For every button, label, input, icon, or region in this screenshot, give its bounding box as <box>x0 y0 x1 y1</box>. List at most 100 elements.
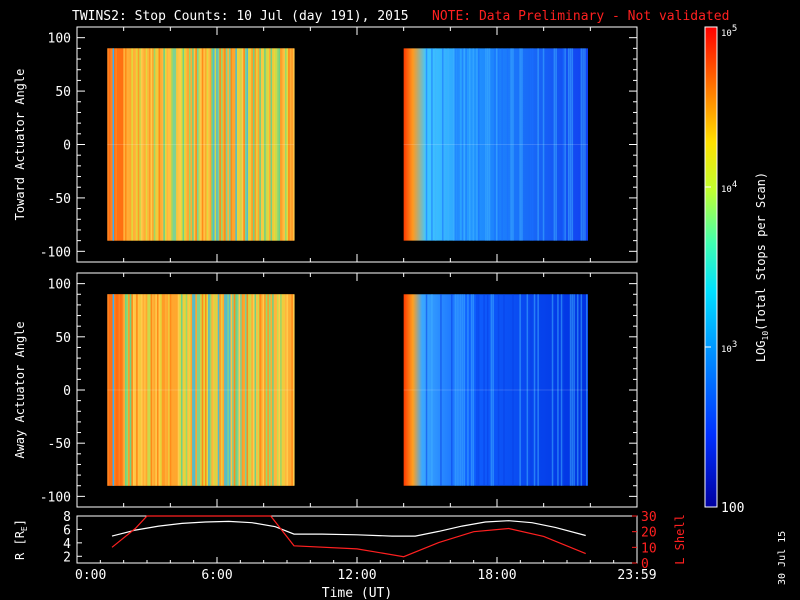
data-stripe <box>533 294 536 486</box>
data-stripe <box>113 48 116 241</box>
data-stripe <box>116 294 119 486</box>
l-shell-line <box>111 515 586 558</box>
data-stripe <box>164 294 167 486</box>
colorbar-tick-base: 10 <box>721 185 732 195</box>
data-stripe <box>501 48 503 241</box>
data-stripe <box>257 48 260 241</box>
data-stripe <box>201 48 204 241</box>
data-stripe <box>225 48 228 241</box>
data-stripe <box>158 48 161 241</box>
data-stripe <box>176 294 178 486</box>
y-right-tick-label: 10 <box>641 541 657 556</box>
x-tick-label: 0:00 <box>75 568 106 583</box>
radius-line <box>111 520 586 537</box>
data-stripe <box>440 294 442 486</box>
data-stripe <box>256 294 258 486</box>
data-stripe <box>217 294 220 486</box>
data-stripe <box>549 294 552 486</box>
data-stripe <box>241 294 244 486</box>
data-stripe <box>142 294 145 486</box>
data-stripe <box>251 294 254 486</box>
data-stripe <box>206 48 209 241</box>
data-stripe <box>470 294 473 486</box>
x-tick-label: 12:00 <box>337 568 376 583</box>
data-stripe <box>246 294 249 486</box>
data-stripe <box>530 294 532 486</box>
data-stripe <box>447 48 449 241</box>
colorbar-label-sub: 10 <box>761 331 770 341</box>
y-left-tick-label: 8 <box>63 510 71 525</box>
data-stripe <box>284 48 287 241</box>
data-stripe <box>503 294 505 486</box>
data-stripe <box>276 294 279 486</box>
y-right-axis-label: L Shell <box>673 514 687 565</box>
data-stripe <box>208 294 210 486</box>
radius-label-end: ] <box>13 519 27 526</box>
data-stripe <box>179 294 182 486</box>
y-left-tick-label: 6 <box>63 523 71 538</box>
data-stripe <box>291 48 294 241</box>
data-stripe <box>456 294 458 486</box>
y-right-tick-label: 0 <box>641 557 649 572</box>
data-stripe <box>286 294 289 486</box>
data-stripe <box>254 294 257 486</box>
data-stripe <box>129 294 132 486</box>
data-stripe <box>224 48 226 241</box>
data-stripe <box>497 48 500 241</box>
colorbar-label: LOG10(Total Stops per Scan) <box>754 172 770 362</box>
data-stripe <box>512 294 514 486</box>
data-stripe <box>273 48 276 241</box>
data-stripe <box>163 48 166 241</box>
data-stripe <box>264 48 266 241</box>
x-tick-label: 18:00 <box>477 568 516 583</box>
data-stripe <box>152 294 154 486</box>
data-stripe <box>485 48 487 241</box>
data-stripe <box>209 294 212 486</box>
x-tick-label: 23:59 <box>617 568 656 583</box>
data-stripe <box>292 48 295 241</box>
data-stripe <box>118 48 121 241</box>
data-stripe <box>443 48 446 241</box>
data-stripe <box>148 294 151 486</box>
data-stripe <box>187 294 190 486</box>
data-stripe <box>267 294 270 486</box>
toward-panel: 100 50 0 -50 -100 Toward Actuator Angle <box>13 26 638 263</box>
data-stripe <box>108 48 111 241</box>
data-stripe <box>129 48 132 241</box>
data-stripe <box>132 294 135 486</box>
data-stripe <box>257 294 260 486</box>
data-stripe <box>188 48 191 241</box>
data-stripe <box>219 48 222 241</box>
data-stripe <box>238 48 241 241</box>
data-stripe <box>233 48 236 241</box>
data-stripe <box>222 294 225 486</box>
data-stripe <box>272 48 274 241</box>
data-stripe <box>126 294 129 486</box>
data-stripe <box>562 294 565 486</box>
y-axis: 100 50 0 -50 -100 <box>40 27 638 262</box>
data-stripe <box>450 294 453 486</box>
data-stripe <box>211 48 214 241</box>
plot-frame <box>76 515 638 564</box>
data-stripe <box>177 48 180 241</box>
data-stripe <box>176 48 178 241</box>
y-axis-label: Toward Actuator Angle <box>13 69 27 221</box>
data-stripe <box>212 48 215 241</box>
data-stripe <box>283 294 286 486</box>
data-stripe <box>463 48 466 241</box>
data-stripe <box>177 294 180 486</box>
data-stripe <box>107 294 110 486</box>
data-stripe <box>120 48 122 241</box>
data-stripe <box>441 48 444 241</box>
data-stripe <box>152 48 154 241</box>
data-stripe <box>124 48 127 241</box>
data-stripe <box>224 294 226 486</box>
data-stripe <box>179 48 182 241</box>
data-stripe <box>564 48 566 241</box>
data-stripe <box>110 48 113 241</box>
data-stripe <box>147 48 150 241</box>
data-stripe <box>171 48 174 241</box>
data-stripe <box>571 48 574 241</box>
data-stripe <box>222 48 225 241</box>
